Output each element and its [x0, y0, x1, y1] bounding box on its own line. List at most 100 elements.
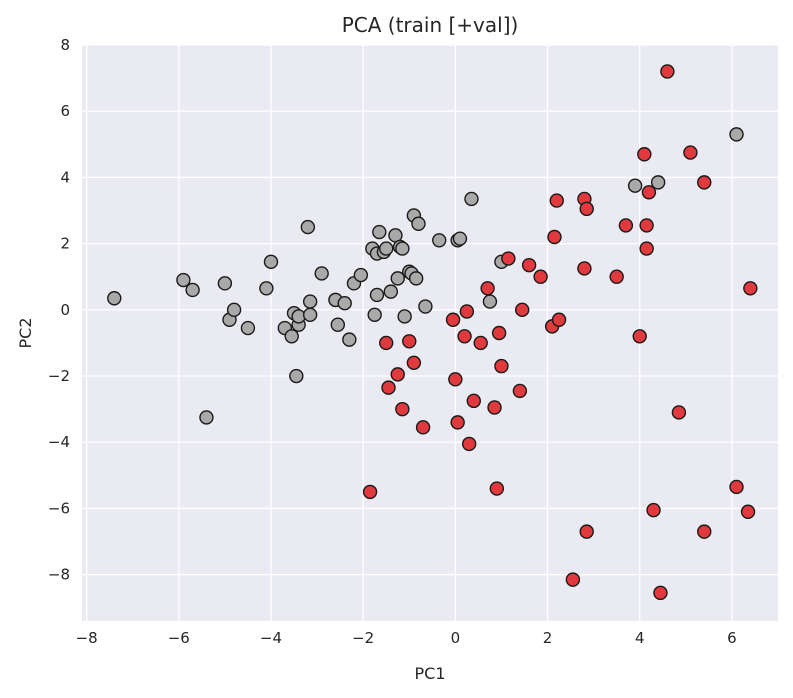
data-point [650, 175, 666, 190]
data-point [107, 291, 122, 306]
data-point [418, 299, 433, 314]
data-point [397, 309, 412, 324]
data-point [461, 436, 477, 452]
data-point [372, 224, 387, 240]
data-point [395, 401, 410, 417]
data-point [314, 266, 329, 281]
data-point [353, 267, 369, 283]
data-point [302, 307, 318, 322]
data-point [289, 368, 304, 384]
data-point [514, 302, 530, 318]
data-point [367, 307, 382, 322]
data-point [646, 502, 661, 518]
data-point [383, 284, 399, 299]
data-point [452, 231, 468, 246]
data-point [671, 405, 687, 420]
y-tick-label: 0 [60, 301, 70, 319]
data-point [565, 572, 581, 587]
data-point [482, 294, 498, 309]
data-point [284, 329, 299, 344]
data-point [390, 367, 405, 382]
data-point [300, 219, 316, 235]
data-point [491, 325, 507, 341]
data-point [618, 218, 634, 233]
x-tick-label: −4 [260, 629, 282, 647]
data-point [390, 271, 405, 286]
x-axis-ticks: −8 −6 −4 −2 0 2 4 6 [76, 629, 737, 647]
x-tick-label: 0 [451, 629, 461, 647]
data-point [549, 193, 564, 208]
x-axis-label: PC1 [415, 664, 446, 683]
y-tick-label: −6 [48, 499, 70, 517]
data-point [330, 317, 346, 332]
data-point [263, 254, 279, 270]
data-point [683, 145, 698, 160]
data-point [464, 191, 479, 207]
data-point [740, 504, 756, 519]
data-point [551, 312, 567, 327]
data-point [609, 269, 624, 284]
data-point [660, 64, 675, 79]
data-point [729, 479, 744, 495]
data-point [450, 415, 465, 430]
data-point [533, 269, 548, 284]
data-point [639, 218, 654, 233]
data-point [547, 229, 562, 245]
data-point [473, 335, 488, 351]
data-point [342, 332, 357, 347]
data-point [395, 241, 410, 256]
data-point [639, 241, 654, 256]
data-point [641, 185, 657, 200]
data-point [411, 216, 426, 231]
data-point [466, 393, 481, 409]
data-point [402, 334, 417, 349]
data-point [226, 302, 242, 318]
data-point [337, 296, 352, 311]
data-point [512, 383, 528, 399]
y-axis-label: PC2 [16, 318, 35, 349]
data-point [445, 312, 461, 327]
chart-title: PCA (train [+val]) [342, 13, 519, 37]
data-point [489, 481, 505, 496]
data-point [369, 287, 385, 303]
x-tick-label: 4 [635, 629, 645, 647]
data-point [408, 271, 424, 286]
y-tick-label: −2 [48, 367, 70, 385]
data-point [579, 201, 594, 217]
data-point [432, 233, 447, 248]
data-point [627, 178, 643, 193]
data-point [729, 127, 744, 142]
y-tick-label: −4 [48, 433, 70, 451]
y-axis-ticks: −8 −6 −4 −2 0 2 4 6 8 [48, 36, 70, 584]
data-point [637, 147, 652, 162]
data-point [381, 380, 396, 395]
data-point [176, 272, 191, 288]
data-point [480, 281, 495, 296]
data-point [259, 281, 274, 296]
data-point [653, 585, 668, 601]
x-tick-label: −2 [352, 629, 374, 647]
x-tick-label: 2 [543, 629, 553, 647]
data-point [501, 251, 516, 266]
data-point [577, 261, 592, 276]
plot-background [82, 45, 778, 621]
data-point [457, 329, 472, 344]
y-tick-label: 4 [60, 168, 70, 186]
data-point [406, 355, 422, 370]
y-tick-label: 6 [60, 102, 70, 120]
data-point [487, 400, 502, 415]
x-tick-label: −8 [76, 629, 98, 647]
data-point [379, 335, 394, 351]
data-point [697, 175, 712, 190]
data-point [217, 276, 233, 291]
data-point [494, 358, 509, 374]
x-tick-label: 6 [727, 629, 737, 647]
y-tick-label: −8 [48, 566, 70, 584]
data-point [521, 257, 537, 273]
data-point [415, 420, 431, 435]
data-points [107, 64, 758, 601]
data-point [199, 410, 214, 425]
data-point [697, 524, 712, 539]
data-point [459, 304, 475, 319]
